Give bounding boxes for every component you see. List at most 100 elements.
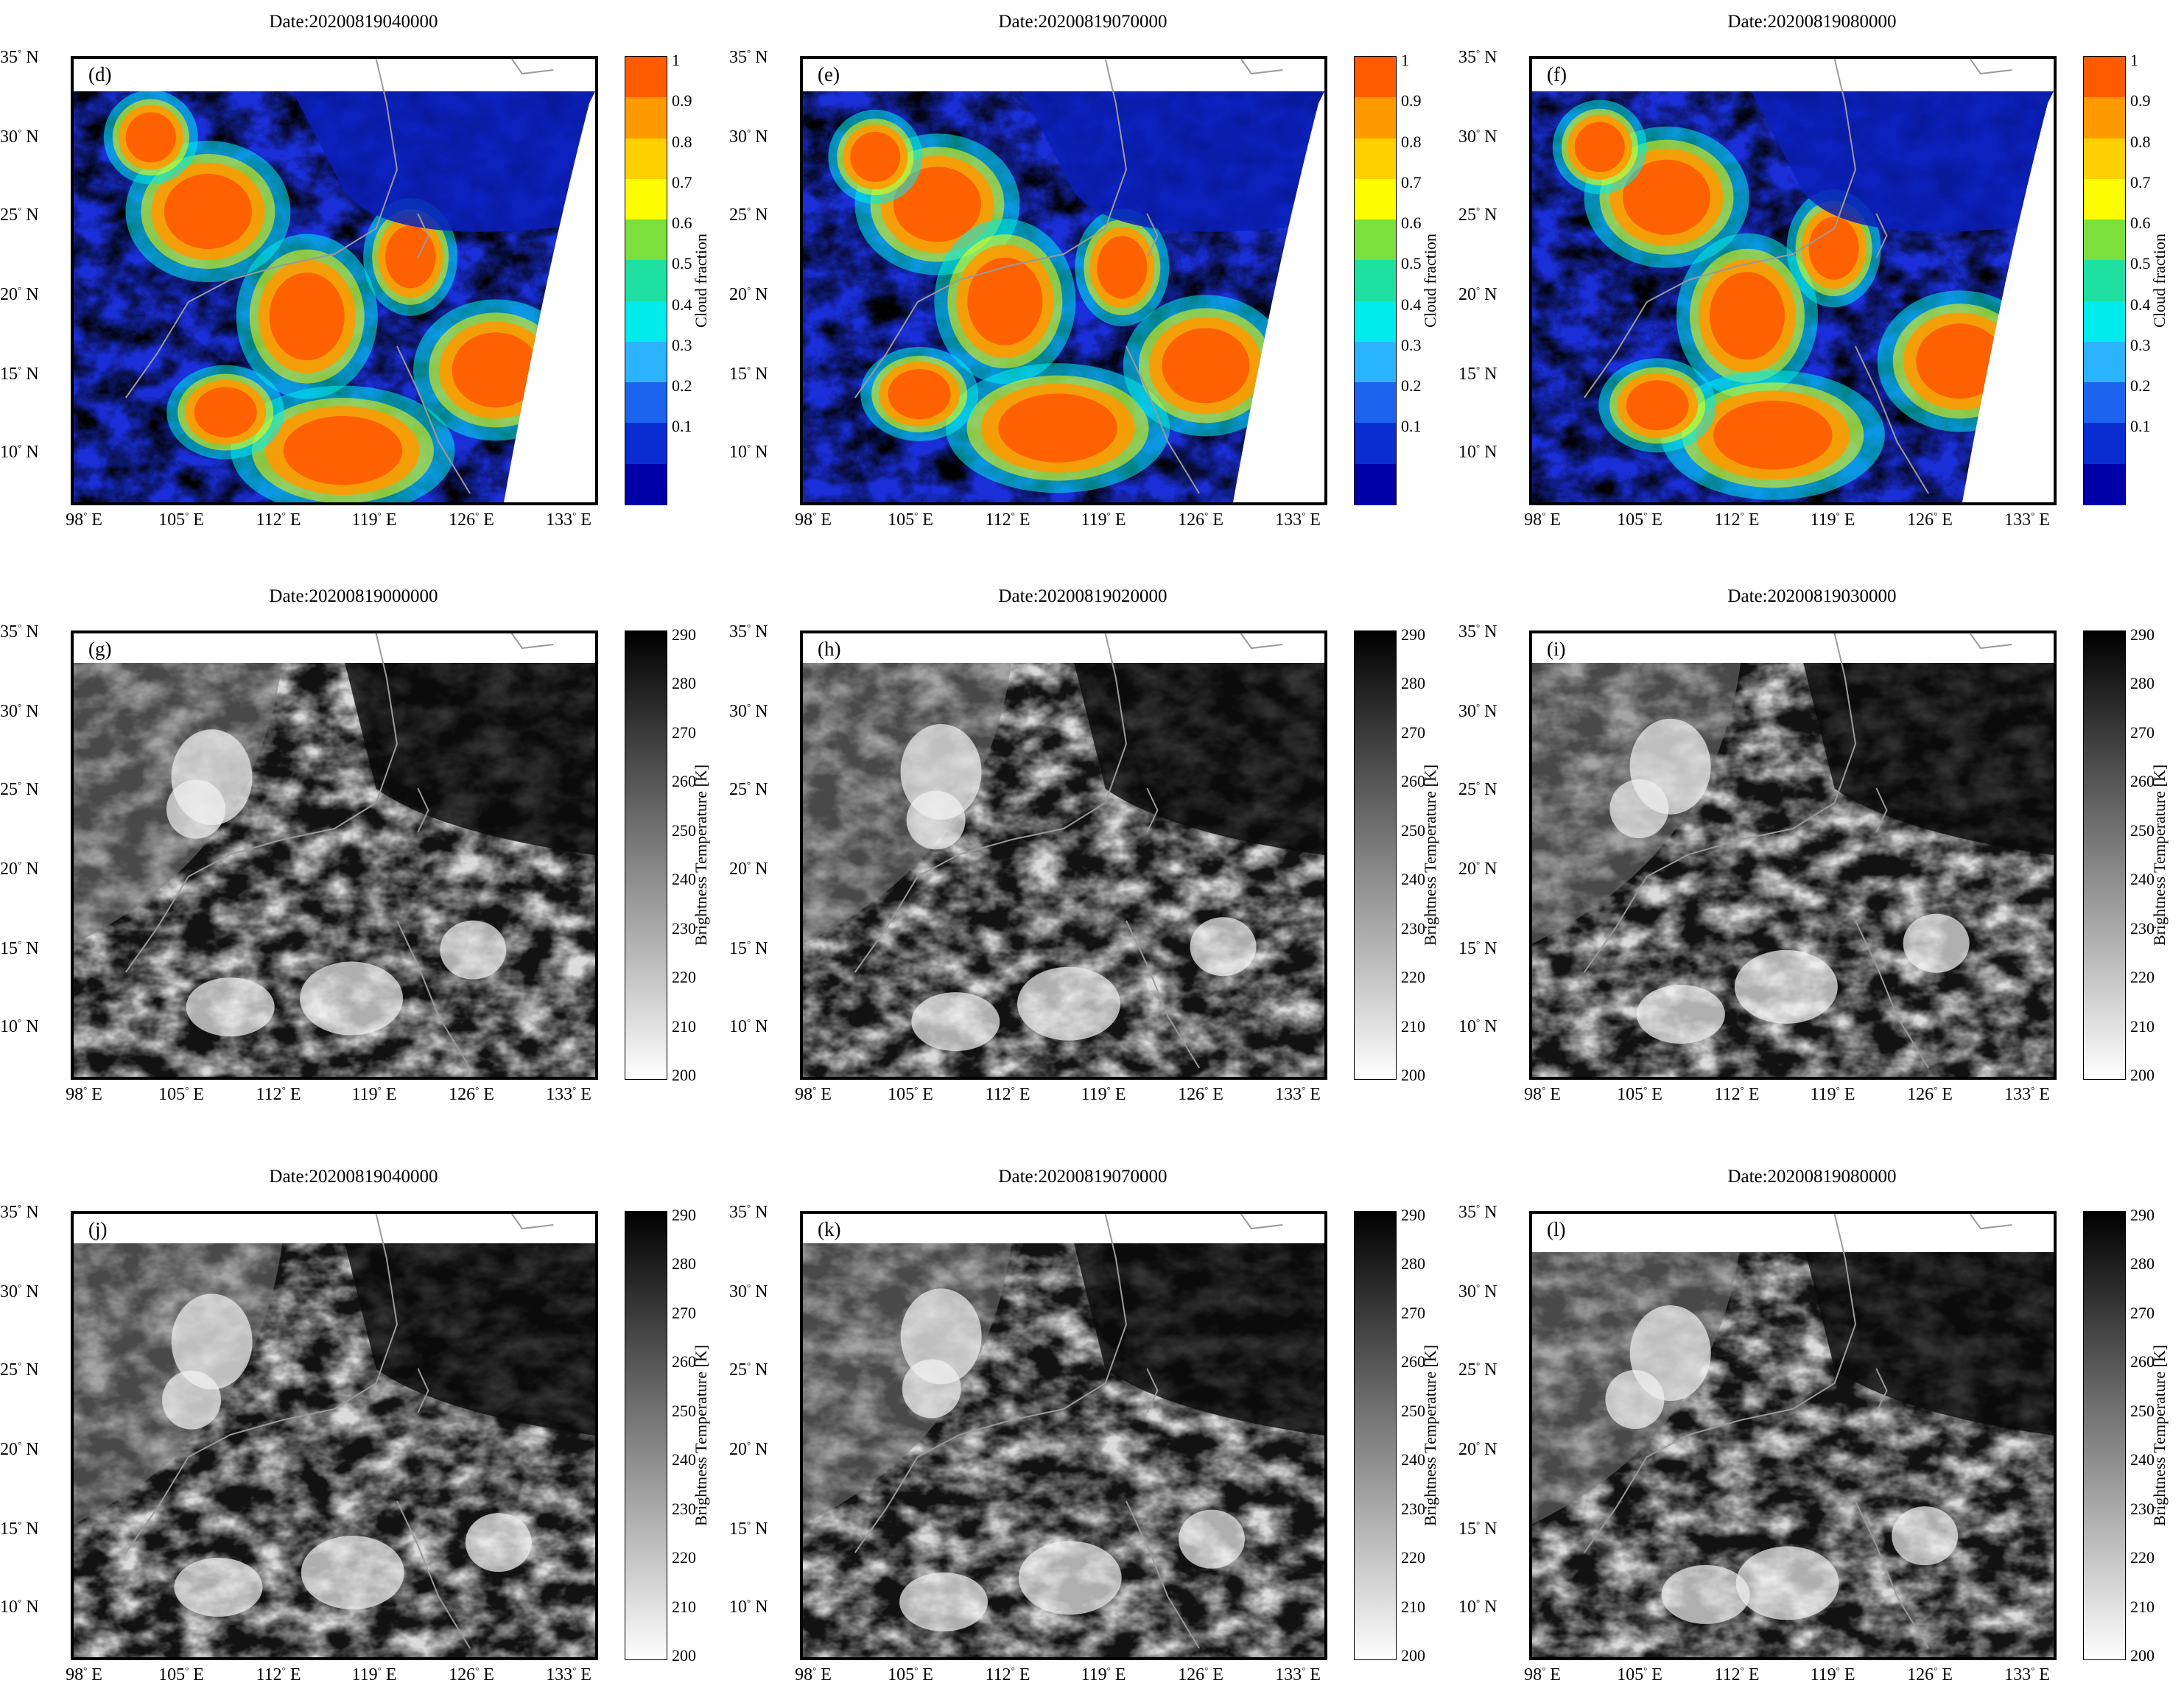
colorbar-title: Cloud fraction (692, 233, 710, 328)
colorbar-tick-label: 0.9 (1401, 91, 1422, 110)
colorbar-segment (1355, 57, 1396, 99)
colorbar-segment (2084, 301, 2125, 342)
colorbar-tick-label: 0.5 (2130, 254, 2151, 273)
panel-letter: (l) (1547, 1218, 1566, 1240)
panel-date-title: Date:20200819030000 (1727, 586, 1897, 606)
y-tick-label: 25° N (729, 205, 768, 225)
x-tick-label: 112° E (256, 1084, 301, 1104)
x-tick-label: 98° E (66, 1084, 102, 1104)
colorbar-tick-label: 0.4 (672, 295, 692, 314)
colorbar-title: Brightness Temperature [K] (2150, 764, 2169, 946)
colorbar-tick-label: 250 (2130, 821, 2155, 840)
x-tick-label: 133° E (1275, 1084, 1321, 1104)
satellite-map-image (1532, 59, 2054, 502)
y-tick-label: 25° N (729, 1360, 768, 1380)
colorbar-tick-label: 0.7 (672, 172, 692, 192)
panel-date-title: Date:20200819080000 (1727, 12, 1897, 32)
brightness-temperature-colorbar (1354, 630, 1397, 1080)
satellite-map-image (74, 59, 595, 502)
colorbar-segment (1355, 463, 1396, 505)
y-tick-label: 25° N (1458, 779, 1497, 799)
map-panel-d: Date:20200819040000 (d) 35° N 30° N 25° N 20°… (0, 12, 722, 542)
y-tick-label: 10° N (729, 1597, 768, 1617)
map-frame: (i) (1529, 630, 2057, 1080)
map-panel-k: Date:20200819070000 (k) 35° N 30° N 25° N 20°… (729, 1167, 1451, 1697)
colorbar-tick-label: 0.1 (2130, 417, 2151, 436)
y-tick-label: 15° N (1458, 1519, 1497, 1539)
colorbar-tick-label: 0.4 (1401, 295, 1422, 314)
colorbar-segment (2084, 382, 2125, 424)
colorbar-tick-label: 200 (2130, 1646, 2155, 1665)
x-tick-label: 133° E (546, 510, 591, 530)
map-panel-i: Date:20200819030000 (i) 35° N 30° N 25° N 20°… (1458, 586, 2180, 1117)
x-tick-label: 105° E (158, 1084, 204, 1104)
brightness-temperature-colorbar (2083, 1211, 2126, 1660)
y-tick-label: 30° N (0, 127, 39, 147)
colorbar-segment (625, 260, 667, 302)
colorbar-tick-label: 1 (1401, 51, 1409, 69)
y-tick-label: 15° N (729, 364, 768, 384)
panel-date-title: Date:20200819020000 (998, 586, 1168, 606)
colorbar-segment (1355, 138, 1396, 180)
x-tick-label: 133° E (2004, 1084, 2050, 1104)
colorbar-tick-label: 230 (2130, 1499, 2155, 1518)
colorbar-tick-label: 0.8 (1401, 132, 1422, 151)
colorbar-tick-label: 220 (2130, 968, 2155, 987)
y-tick-label: 35° N (729, 47, 768, 67)
colorbar-tick-label: 0.2 (2130, 376, 2151, 396)
colorbar-segment (2084, 260, 2125, 302)
x-tick-label: 119° E (351, 510, 397, 530)
colorbar-tick-label: 0.2 (1401, 376, 1422, 396)
y-tick-label: 10° N (0, 1016, 39, 1036)
colorbar-tick-label: 290 (672, 1206, 696, 1224)
satellite-map-image (803, 633, 1324, 1077)
colorbar-title: Brightness Temperature [K] (1421, 764, 1439, 946)
y-tick-label: 20° N (0, 1439, 39, 1459)
colorbar-tick-label: 240 (672, 1450, 696, 1469)
map-frame: (l) (1529, 1211, 2057, 1660)
y-tick-label: 15° N (729, 1519, 768, 1539)
y-tick-label: 30° N (0, 1282, 39, 1301)
colorbar-tick-label: 0.6 (2130, 214, 2151, 233)
x-tick-label: 105° E (888, 1084, 933, 1104)
colorbar-tick-label: 210 (2130, 1016, 2155, 1036)
map-panel-g: Date:20200819000000 (g) 35° N 30° N 25° N 20°… (0, 586, 722, 1117)
x-tick-label: 105° E (158, 510, 204, 530)
colorbar-tick-label: 270 (2130, 723, 2155, 742)
x-tick-label: 105° E (158, 1665, 204, 1684)
colorbar-tick-label: 0.8 (2130, 132, 2151, 151)
colorbar-tick-label: 0.9 (672, 91, 692, 110)
colorbar-tick-label: 290 (1401, 625, 1425, 644)
brightness-temperature-colorbar (625, 1211, 667, 1660)
colorbar-tick-label: 220 (2130, 1548, 2155, 1567)
colorbar-tick-label: 230 (1401, 918, 1425, 938)
colorbar-tick-label: 290 (672, 625, 696, 644)
colorbar-tick-label: 260 (2130, 1352, 2155, 1371)
x-tick-label: 98° E (66, 510, 102, 530)
colorbar-segment (625, 423, 667, 465)
x-tick-label: 133° E (546, 1084, 591, 1104)
y-tick-label: 30° N (0, 701, 39, 721)
colorbar-tick-label: 260 (672, 772, 696, 791)
colorbar-tick-label: 270 (1401, 723, 1425, 742)
x-tick-label: 98° E (1524, 1084, 1561, 1104)
y-tick-label: 25° N (1458, 1360, 1497, 1380)
colorbar-segment (2084, 341, 2125, 384)
x-tick-label: 119° E (1810, 1665, 1855, 1684)
x-tick-label: 105° E (1617, 1084, 1662, 1104)
colorbar-tick-label: 220 (1401, 968, 1425, 987)
x-tick-label: 133° E (1275, 510, 1321, 530)
x-tick-label: 105° E (1617, 1665, 1662, 1684)
map-panel-h: Date:20200819020000 (h) 35° N 30° N 25° N 20°… (729, 586, 1451, 1117)
colorbar-segment (1355, 260, 1396, 302)
y-tick-label: 35° N (0, 47, 39, 67)
colorbar-segment (1355, 341, 1396, 384)
colorbar-tick-label: 0.1 (672, 417, 692, 436)
y-tick-label: 35° N (0, 622, 39, 642)
colorbar-title: Brightness Temperature [K] (2150, 1344, 2169, 1527)
x-tick-label: 98° E (66, 1665, 102, 1684)
colorbar-tick-label: 250 (672, 1401, 696, 1420)
colorbar-tick-label: 250 (1401, 821, 1425, 840)
x-tick-label: 112° E (985, 510, 1030, 530)
satellite-map-image (1532, 1214, 2054, 1657)
